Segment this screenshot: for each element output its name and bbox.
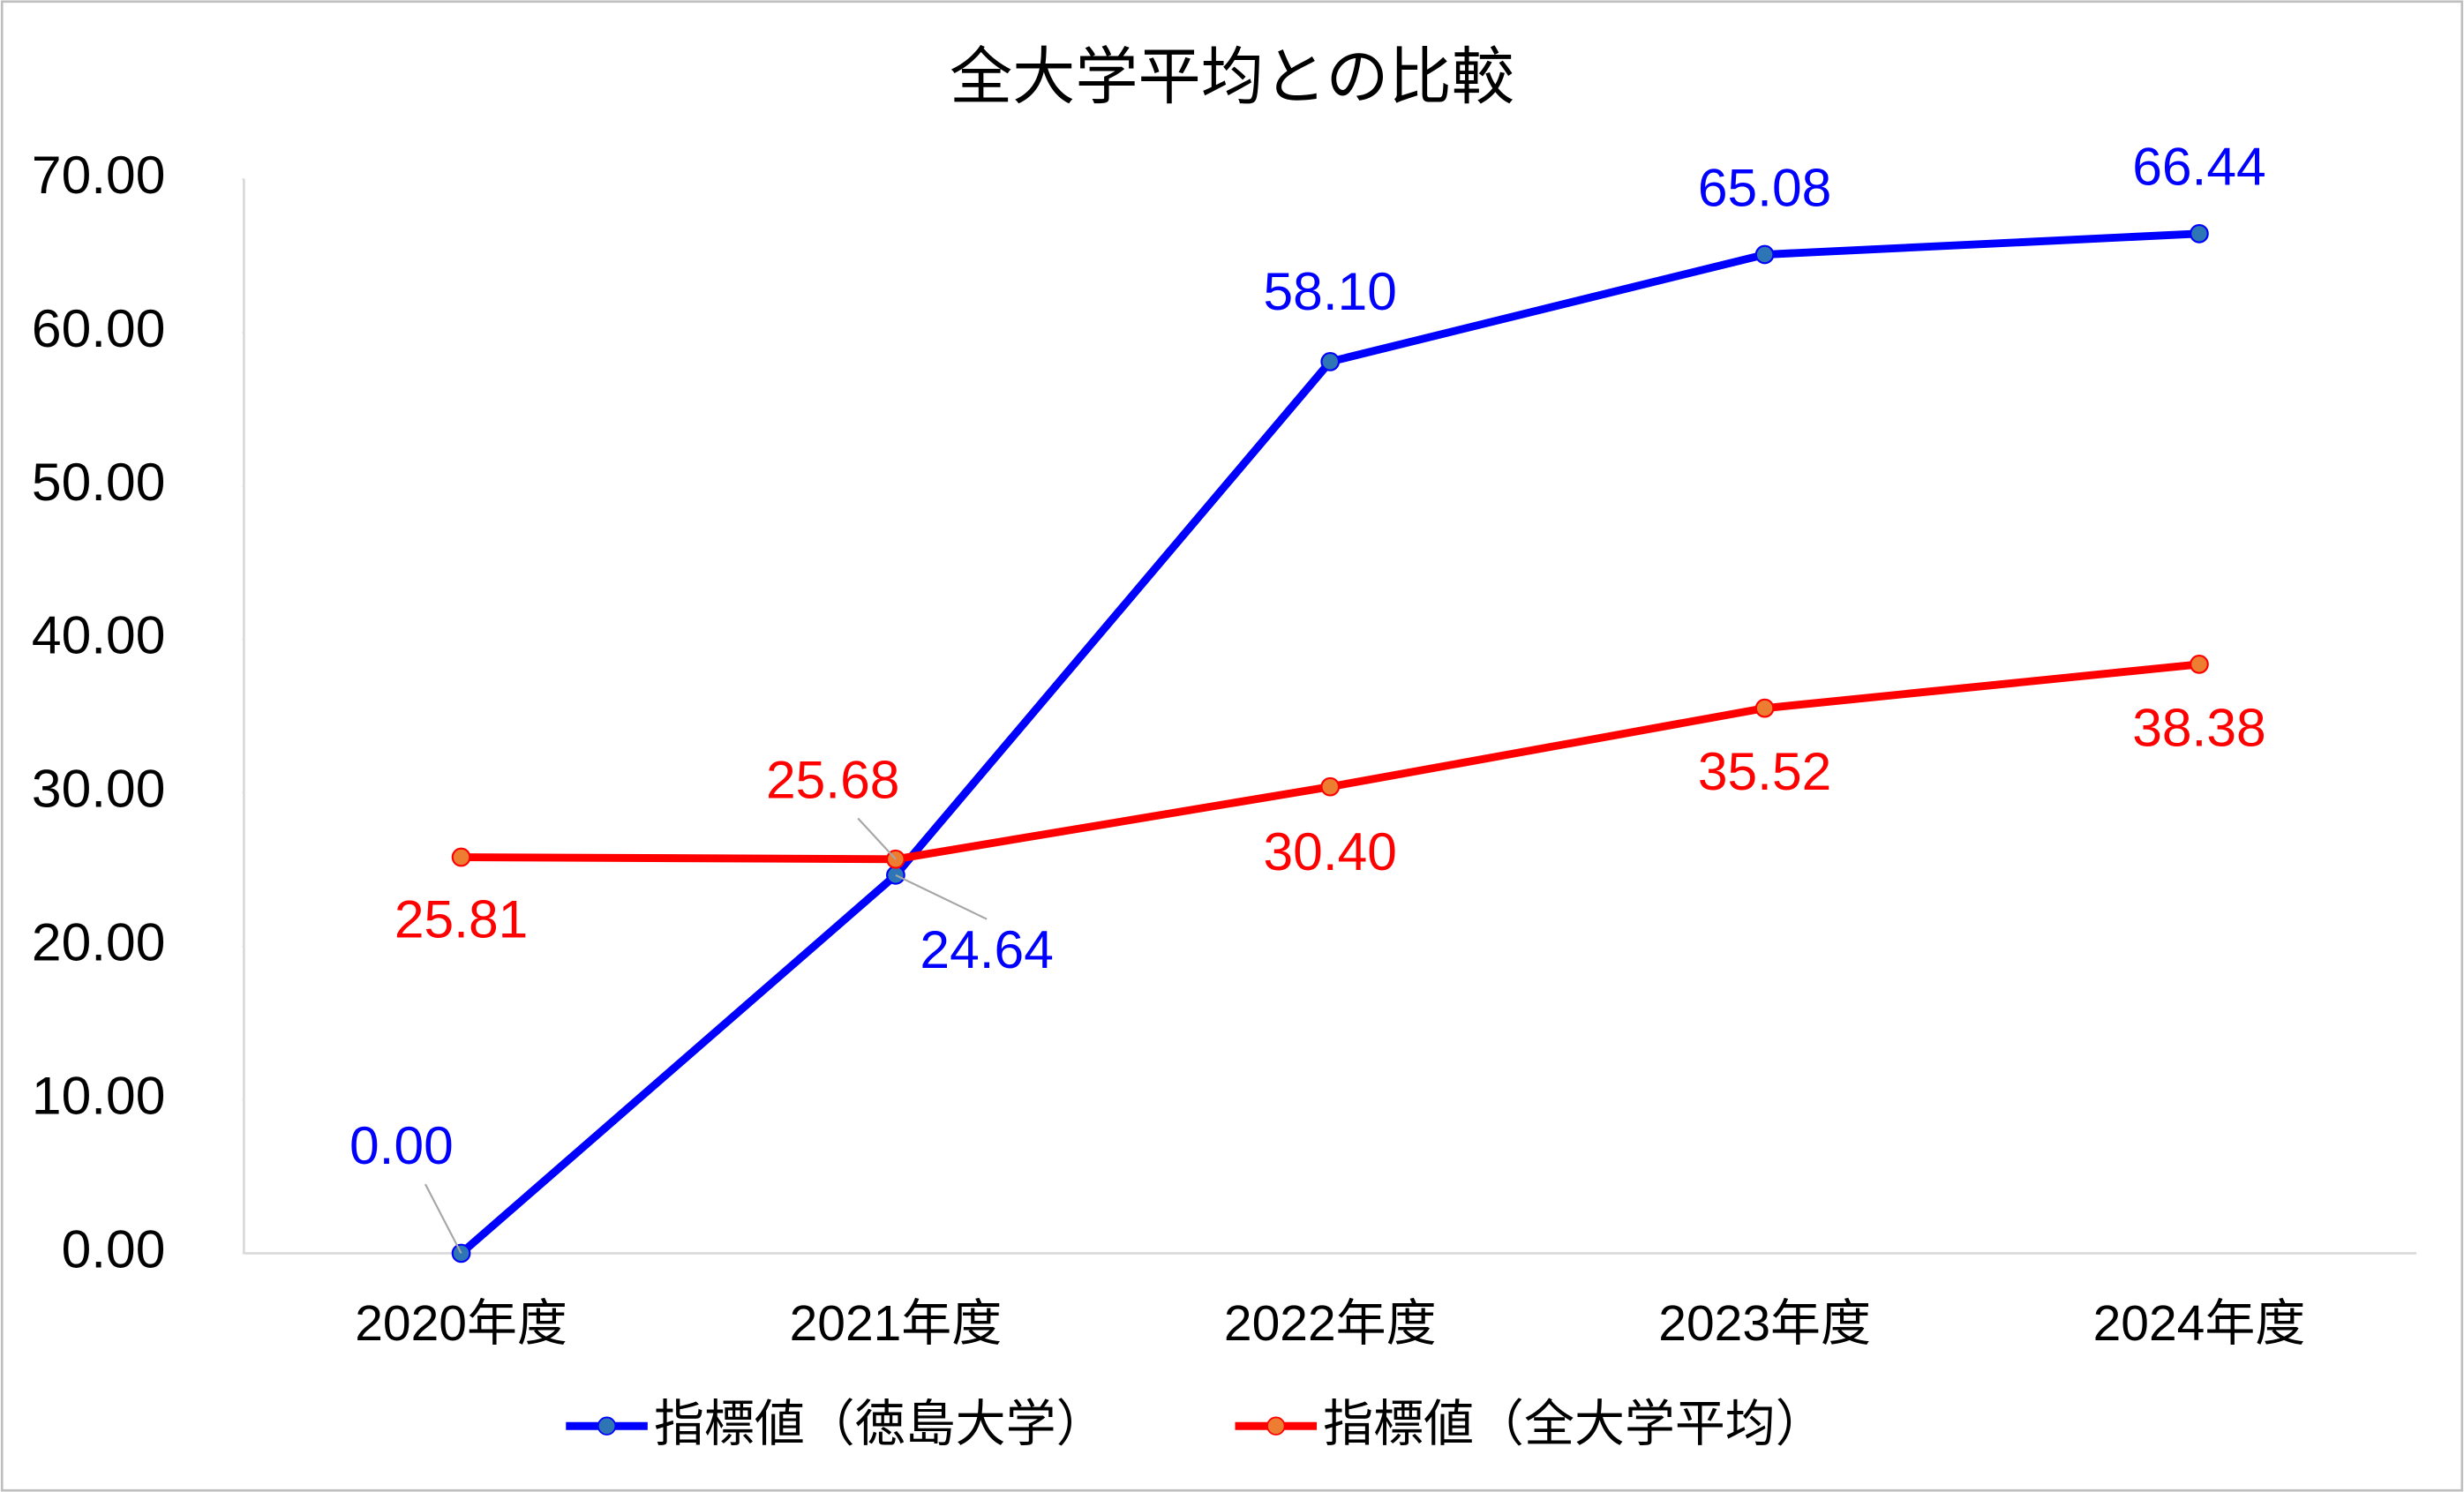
- x-tick-label: 2021年度: [790, 1295, 1003, 1352]
- data-label: 58.10: [1264, 261, 1397, 321]
- data-point: [2190, 223, 2209, 244]
- legend-label: 指標値（徳島大学）: [654, 1396, 1107, 1452]
- data-point: [2190, 655, 2209, 674]
- y-tick-label: 10.00: [32, 1065, 165, 1125]
- legend-label: 指標値（全大学平均）: [1323, 1396, 1826, 1452]
- chart-title: 全大学平均との比較: [950, 42, 1514, 112]
- data-label: 24.64: [920, 919, 1053, 979]
- x-tick-label: 2020年度: [355, 1295, 567, 1352]
- y-tick-label: 20.00: [32, 912, 165, 972]
- data-label: 66.44: [2132, 137, 2265, 197]
- data-point: [1754, 244, 1775, 265]
- y-tick-label: 70.00: [32, 145, 165, 205]
- data-label: 0.00: [349, 1115, 454, 1175]
- x-tick-label: 2024年度: [2093, 1295, 2306, 1352]
- data-point: [451, 847, 471, 867]
- data-label: 35.52: [1698, 741, 1831, 801]
- data-point: [1754, 698, 1775, 718]
- data-label: 25.81: [394, 888, 528, 948]
- y-tick-label: 60.00: [32, 298, 165, 358]
- leader-line: [895, 873, 988, 920]
- data-point: [1320, 352, 1341, 371]
- legend-marker: [1266, 1416, 1286, 1436]
- x-tick-label: 2023年度: [1658, 1295, 1871, 1352]
- y-tick-label: 0.00: [62, 1218, 166, 1278]
- legend-marker: [597, 1416, 617, 1436]
- leader-line: [857, 817, 897, 860]
- data-label: 65.08: [1698, 157, 1831, 217]
- data-label: 30.40: [1264, 821, 1397, 881]
- y-tick-label: 30.00: [32, 759, 165, 819]
- x-tick-label: 2022年度: [1224, 1295, 1437, 1352]
- leader-line: [424, 1183, 462, 1254]
- data-point: [1320, 776, 1341, 797]
- data-label: 25.68: [766, 749, 899, 809]
- y-tick-label: 40.00: [32, 605, 165, 665]
- y-tick-label: 50.00: [32, 452, 165, 512]
- data-label: 38.38: [2132, 697, 2265, 757]
